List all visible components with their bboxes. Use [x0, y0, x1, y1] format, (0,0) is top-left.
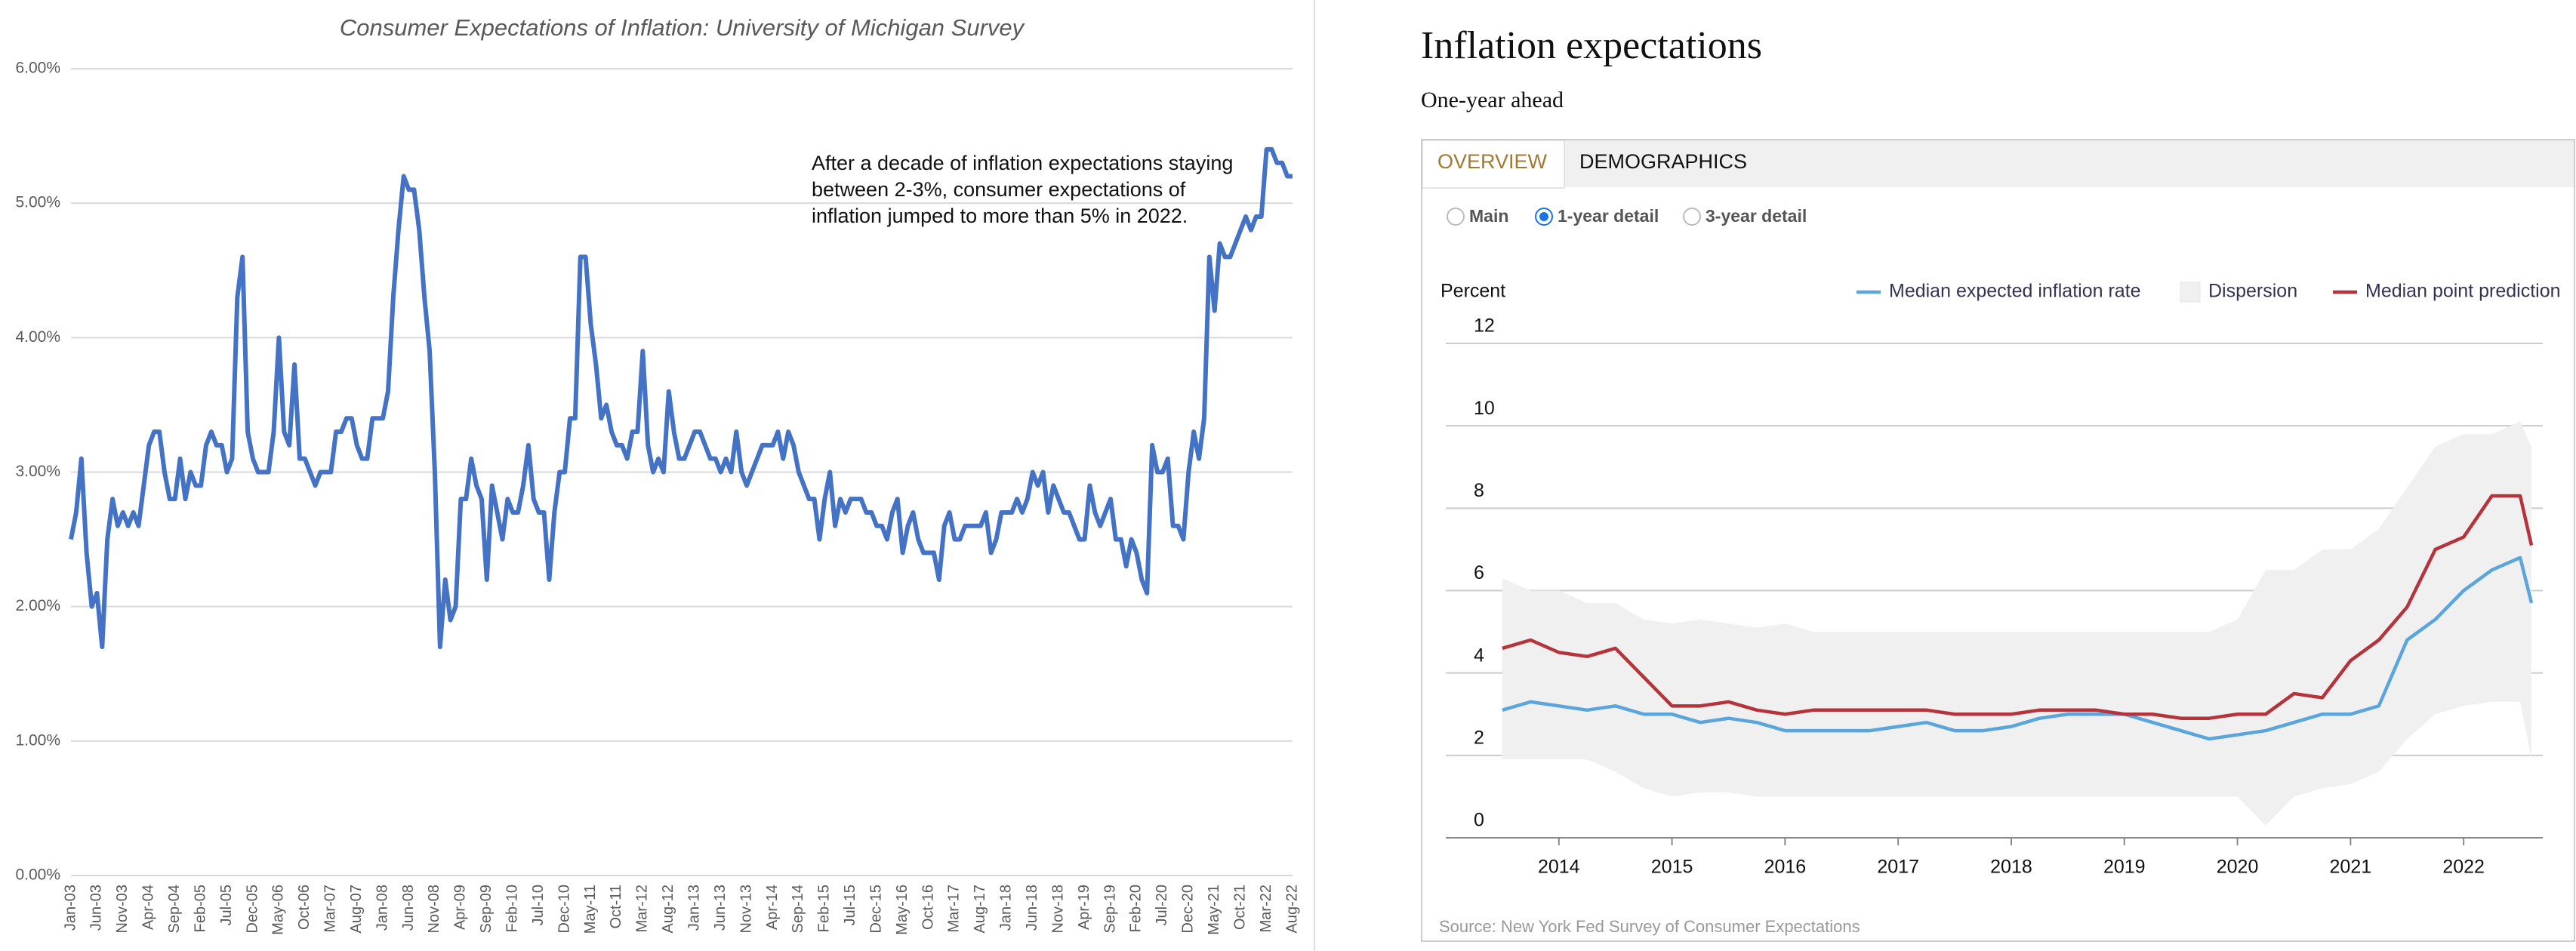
tab[interactable]: DEMOGRAPHICS — [1579, 150, 1747, 173]
x-tick-label: Aug-12 — [660, 885, 676, 934]
x-tick-label: Oct-21 — [1231, 885, 1248, 930]
y-tick-label: 2.00% — [15, 597, 60, 614]
chart-title: Consumer Expectations of Inflation: Univ… — [340, 14, 1026, 41]
x-tick-label: Nov-08 — [426, 885, 442, 933]
x-tick-label: Nov-18 — [1049, 885, 1066, 933]
legend-swatch — [2180, 282, 2201, 303]
radio[interactable] — [1447, 208, 1465, 226]
x-tick-label: Jul-10 — [530, 885, 547, 925]
legend-label[interactable]: Median point prediction — [2365, 281, 2561, 302]
x-tick-label: Feb-20 — [1128, 885, 1145, 932]
x-tick-label: Sep-19 — [1102, 885, 1118, 934]
x-tick-label: 2018 — [1990, 857, 2032, 878]
y-tick-label: 1.00% — [15, 731, 60, 749]
radio-label[interactable]: 1-year detail — [1558, 206, 1659, 226]
y-tick-label: 2 — [1474, 727, 1484, 748]
tab-active[interactable] — [1422, 140, 1565, 189]
x-tick-label: Dec-05 — [244, 885, 260, 933]
x-tick-label: Sep-14 — [790, 885, 806, 934]
x-tick-label: Aug-07 — [348, 885, 365, 934]
x-tick-label: Jan-03 — [62, 885, 79, 931]
x-tick-label: Apr-04 — [140, 885, 157, 930]
x-tick-label: Jan-08 — [374, 885, 390, 931]
x-tick-label: Aug-17 — [972, 885, 988, 934]
x-tick-label: Jul-05 — [218, 885, 235, 925]
y-tick-label: 4.00% — [15, 328, 60, 346]
y-tick-label: 5.00% — [15, 194, 60, 211]
x-tick-label: 2022 — [2442, 857, 2485, 878]
x-tick-label: Apr-14 — [764, 885, 781, 930]
x-tick-label: Jun-13 — [712, 885, 729, 931]
chart-title: Inflation expectations — [1421, 24, 1762, 67]
tab[interactable]: OVERVIEW — [1437, 150, 1548, 173]
subtitle: One-year ahead — [1421, 88, 1564, 112]
annotation: inflation jumped to more than 5% in 2022… — [812, 205, 1188, 227]
x-tick-label: Jan-13 — [686, 885, 702, 931]
x-tick-label: 2019 — [2103, 857, 2146, 878]
y-tick-label: 3.00% — [15, 463, 60, 480]
series-line — [69, 146, 1293, 650]
x-tick-label: 2021 — [2330, 857, 2372, 878]
x-tick-label: Feb-15 — [816, 885, 833, 932]
annotation: After a decade of inflation expectations… — [812, 152, 1233, 174]
tab-bar — [1422, 140, 2574, 187]
x-tick-label: Dec-10 — [556, 885, 572, 933]
y-axis-label: Percent — [1441, 281, 1505, 302]
x-tick-label: Jun-18 — [1024, 885, 1040, 931]
x-tick-label: Nov-03 — [114, 885, 131, 933]
x-tick-label: Dec-20 — [1180, 885, 1197, 933]
y-tick-label: 0 — [1474, 810, 1484, 831]
x-tick-label: Oct-16 — [920, 885, 936, 930]
y-tick-label: 4 — [1474, 645, 1484, 666]
y-tick-label: 6.00% — [15, 60, 60, 77]
x-tick-label: May-21 — [1206, 885, 1222, 935]
x-tick-label: 2016 — [1764, 857, 1807, 878]
x-tick-label: May-11 — [582, 885, 599, 934]
x-tick-label: Jan-18 — [998, 885, 1015, 931]
radio-label[interactable]: Main — [1469, 206, 1508, 226]
x-tick-label: 2014 — [1538, 857, 1580, 878]
y-tick-label: 8 — [1474, 480, 1484, 501]
x-tick-label: Mar-17 — [946, 885, 963, 932]
x-tick-label: Mar-22 — [1258, 885, 1274, 932]
source: Source: New York Fed Survey of Consumer … — [1439, 917, 1860, 936]
y-tick-label: 6 — [1474, 562, 1484, 583]
x-tick-label: Jun-08 — [400, 885, 417, 931]
x-tick-label: Sep-04 — [166, 885, 183, 934]
x-tick-label: Aug-22 — [1283, 885, 1300, 934]
series-line — [1502, 494, 2534, 720]
y-tick-label: 12 — [1474, 315, 1495, 337]
legend-label[interactable]: Dispersion — [2208, 281, 2297, 302]
x-tick-label: Jul-15 — [842, 885, 858, 925]
x-tick-label: Apr-19 — [1076, 885, 1092, 930]
x-tick-label: Apr-09 — [452, 885, 469, 930]
x-tick-label: Jul-20 — [1154, 885, 1170, 925]
x-tick-label: 2015 — [1651, 857, 1693, 878]
x-tick-label: May-16 — [894, 885, 911, 935]
x-tick-label: Oct-06 — [296, 885, 313, 930]
x-tick-label: Mar-07 — [322, 885, 339, 932]
x-tick-label: Feb-05 — [192, 885, 208, 932]
radio[interactable] — [1683, 208, 1701, 226]
legend-label[interactable]: Median expected inflation rate — [1889, 281, 2141, 302]
radio-dot[interactable] — [1539, 212, 1548, 221]
x-tick-label: Feb-10 — [504, 885, 521, 932]
x-tick-label: Dec-15 — [867, 885, 884, 933]
radio-label[interactable]: 3-year detail — [1706, 206, 1807, 226]
y-tick-label: 10 — [1474, 398, 1495, 419]
x-tick-label: Jun-03 — [88, 885, 105, 931]
x-tick-label: Mar-12 — [634, 885, 651, 932]
series-line — [1502, 556, 2534, 741]
x-tick-label: Nov-13 — [738, 885, 754, 933]
y-tick-label: 0.00% — [15, 866, 60, 884]
x-tick-label: Sep-09 — [478, 885, 495, 934]
annotation: between 2-3%, consumer expectations of — [812, 178, 1186, 201]
x-tick-label: 2017 — [1877, 857, 1919, 878]
x-tick-label: 2020 — [2217, 857, 2259, 878]
x-tick-label: Oct-11 — [608, 885, 624, 929]
x-tick-label: May-06 — [270, 885, 287, 935]
